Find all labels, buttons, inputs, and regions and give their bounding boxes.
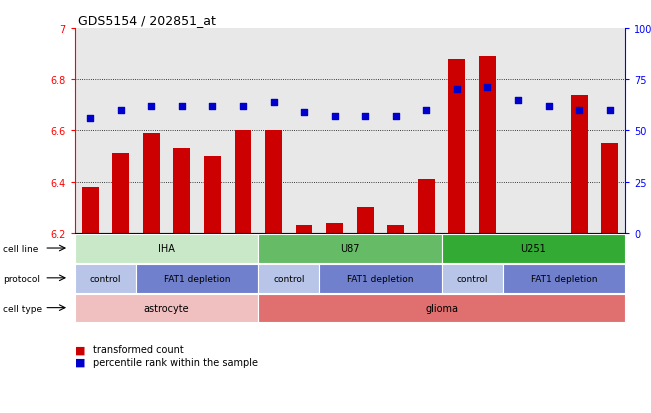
Text: GDS5154 / 202851_at: GDS5154 / 202851_at <box>78 14 216 27</box>
Point <box>544 103 554 110</box>
Point <box>238 103 248 110</box>
Text: protocol: protocol <box>3 274 40 283</box>
Point <box>176 103 187 110</box>
Bar <box>296 225 312 233</box>
Bar <box>234 131 251 233</box>
Point <box>605 107 615 114</box>
Bar <box>479 57 496 233</box>
Bar <box>82 188 98 233</box>
Text: U251: U251 <box>520 244 546 254</box>
Bar <box>449 59 465 233</box>
Point <box>85 116 95 122</box>
Text: FAT1 depletion: FAT1 depletion <box>164 274 230 283</box>
Point <box>482 85 493 92</box>
Text: U87: U87 <box>340 244 359 254</box>
Text: astrocyte: astrocyte <box>144 303 189 313</box>
Point <box>391 114 401 120</box>
Text: transformed count: transformed count <box>93 344 184 354</box>
Point <box>574 107 585 114</box>
Point <box>513 97 523 104</box>
Point <box>146 103 156 110</box>
Bar <box>571 95 587 233</box>
Bar <box>602 144 618 233</box>
Point <box>360 114 370 120</box>
Text: ■: ■ <box>75 357 85 367</box>
Point <box>207 103 217 110</box>
Text: cell type: cell type <box>3 304 42 313</box>
Bar <box>418 180 435 233</box>
Bar <box>326 223 343 233</box>
Point <box>299 109 309 116</box>
Text: control: control <box>456 274 488 283</box>
Bar <box>204 157 221 233</box>
Bar <box>387 225 404 233</box>
Bar <box>113 154 129 233</box>
Text: percentile rank within the sample: percentile rank within the sample <box>93 357 258 367</box>
Bar <box>265 131 282 233</box>
Point <box>268 99 279 106</box>
Point <box>329 114 340 120</box>
Text: FAT1 depletion: FAT1 depletion <box>347 274 414 283</box>
Bar <box>143 134 159 233</box>
Text: control: control <box>90 274 121 283</box>
Bar <box>357 208 374 233</box>
Text: control: control <box>273 274 305 283</box>
Text: cell line: cell line <box>3 244 38 253</box>
Bar <box>173 149 190 233</box>
Text: FAT1 depletion: FAT1 depletion <box>531 274 597 283</box>
Text: IHA: IHA <box>158 244 175 254</box>
Point <box>452 87 462 94</box>
Point <box>421 107 432 114</box>
Point <box>115 107 126 114</box>
Text: ■: ■ <box>75 344 85 354</box>
Text: glioma: glioma <box>425 303 458 313</box>
